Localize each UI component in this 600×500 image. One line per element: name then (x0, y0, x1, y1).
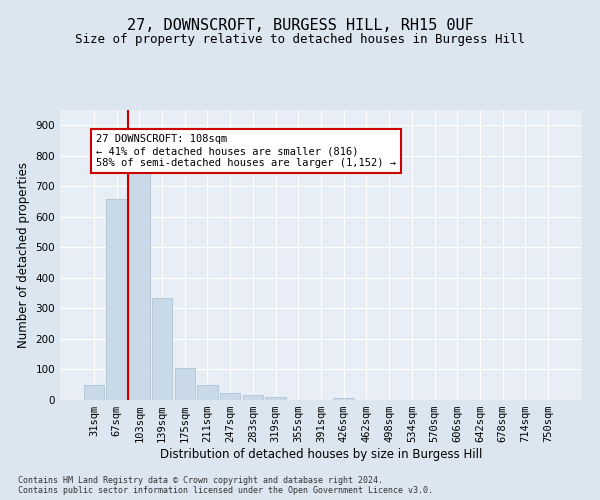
Bar (175, 368, 195, 400)
Bar (152, 298, 172, 400)
Bar (220, 394, 241, 400)
Text: 27, DOWNSCROFT, BURGESS HILL, RH15 0UF: 27, DOWNSCROFT, BURGESS HILL, RH15 0UF (127, 18, 473, 32)
Bar (129, 171, 149, 400)
Text: 27 DOWNSCROFT: 108sqm
← 41% of detached houses are smaller (816)
58% of semi-det: 27 DOWNSCROFT: 108sqm ← 41% of detached … (96, 134, 396, 168)
Text: Size of property relative to detached houses in Burgess Hill: Size of property relative to detached ho… (75, 32, 525, 46)
Bar (334, 398, 354, 400)
Text: Contains HM Land Registry data © Crown copyright and database right 2024.
Contai: Contains HM Land Registry data © Crown c… (18, 476, 433, 495)
Bar (265, 397, 286, 400)
Y-axis label: Number of detached properties: Number of detached properties (17, 162, 30, 348)
Bar (242, 395, 263, 400)
Bar (106, 198, 127, 400)
Bar (84, 384, 104, 400)
Bar (197, 384, 218, 400)
X-axis label: Distribution of detached houses by size in Burgess Hill: Distribution of detached houses by size … (160, 448, 482, 461)
